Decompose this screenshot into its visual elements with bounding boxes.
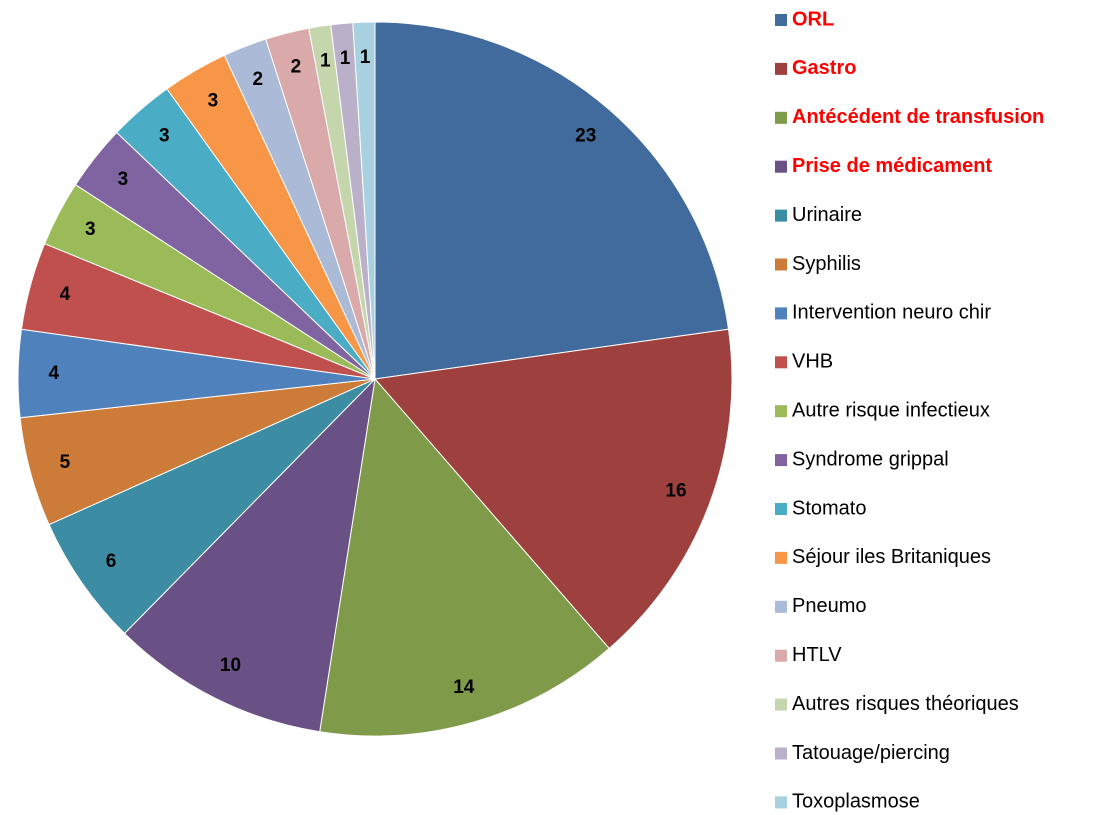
data-label: 1 bbox=[360, 47, 371, 68]
pie-slice bbox=[352, 21, 376, 380]
legend-swatch bbox=[775, 454, 787, 467]
data-label: 3 bbox=[208, 91, 219, 112]
pie-slice bbox=[374, 21, 730, 380]
legend-swatch bbox=[775, 14, 787, 26]
legend-swatch bbox=[775, 356, 787, 369]
legend-label: Autres risques théoriques bbox=[792, 693, 1019, 715]
pie-slice bbox=[123, 377, 376, 733]
legend-swatch bbox=[775, 307, 787, 320]
legend-label: Syphilis bbox=[792, 253, 861, 275]
pie-slice bbox=[48, 378, 376, 635]
pie-slice bbox=[374, 328, 733, 650]
legend-label: ORL bbox=[792, 8, 834, 30]
legend-label: HTLV bbox=[792, 644, 842, 666]
data-label: 6 bbox=[106, 551, 117, 572]
data-label: 3 bbox=[118, 169, 129, 190]
legend-swatch bbox=[775, 160, 787, 173]
legend-label: Urinaire bbox=[792, 204, 862, 226]
legend-label: Toxoplasmose bbox=[792, 791, 920, 813]
legend-label: Autre risque infectieux bbox=[792, 399, 990, 421]
legend-label: Prise de médicament bbox=[792, 155, 992, 177]
data-label: 2 bbox=[253, 69, 264, 90]
data-label: 1 bbox=[320, 51, 331, 72]
data-label: 5 bbox=[60, 452, 71, 473]
legend-label: Séjour iles Britaniques bbox=[792, 546, 991, 568]
data-label: 1 bbox=[340, 48, 351, 69]
legend-label: Syndrome grippal bbox=[792, 448, 949, 470]
data-label: 3 bbox=[85, 219, 96, 240]
legend-label: Intervention neuro chir bbox=[792, 302, 991, 324]
data-label: 4 bbox=[48, 363, 59, 384]
data-label: 16 bbox=[665, 481, 686, 502]
legend-swatch bbox=[775, 551, 787, 564]
legend-swatch bbox=[775, 649, 787, 662]
legend-swatch bbox=[775, 503, 787, 515]
legend-swatch bbox=[775, 600, 787, 613]
legend-swatch bbox=[775, 62, 787, 75]
legend-label: Stomato bbox=[792, 497, 866, 519]
legend-label: Tatouage/piercing bbox=[792, 742, 950, 764]
legend-swatch bbox=[775, 698, 787, 711]
legend-label: Pneumo bbox=[792, 595, 867, 617]
data-label: 23 bbox=[575, 125, 596, 146]
data-label: 4 bbox=[60, 284, 71, 305]
legend-swatch bbox=[775, 111, 787, 124]
legend-label: Antécédent de transfusion bbox=[792, 106, 1044, 128]
legend-swatch bbox=[775, 258, 787, 271]
data-label: 14 bbox=[453, 677, 475, 698]
legend-swatch bbox=[775, 796, 787, 809]
legend-swatch bbox=[775, 405, 787, 418]
data-label: 2 bbox=[291, 57, 302, 78]
legend-swatch bbox=[775, 209, 787, 222]
legend-label: VHB bbox=[792, 351, 833, 373]
pie-slice bbox=[319, 377, 610, 737]
data-label: 10 bbox=[220, 655, 241, 676]
data-label: 3 bbox=[159, 125, 170, 146]
legend-swatch bbox=[775, 747, 787, 760]
legend-label: Gastro bbox=[792, 57, 856, 79]
